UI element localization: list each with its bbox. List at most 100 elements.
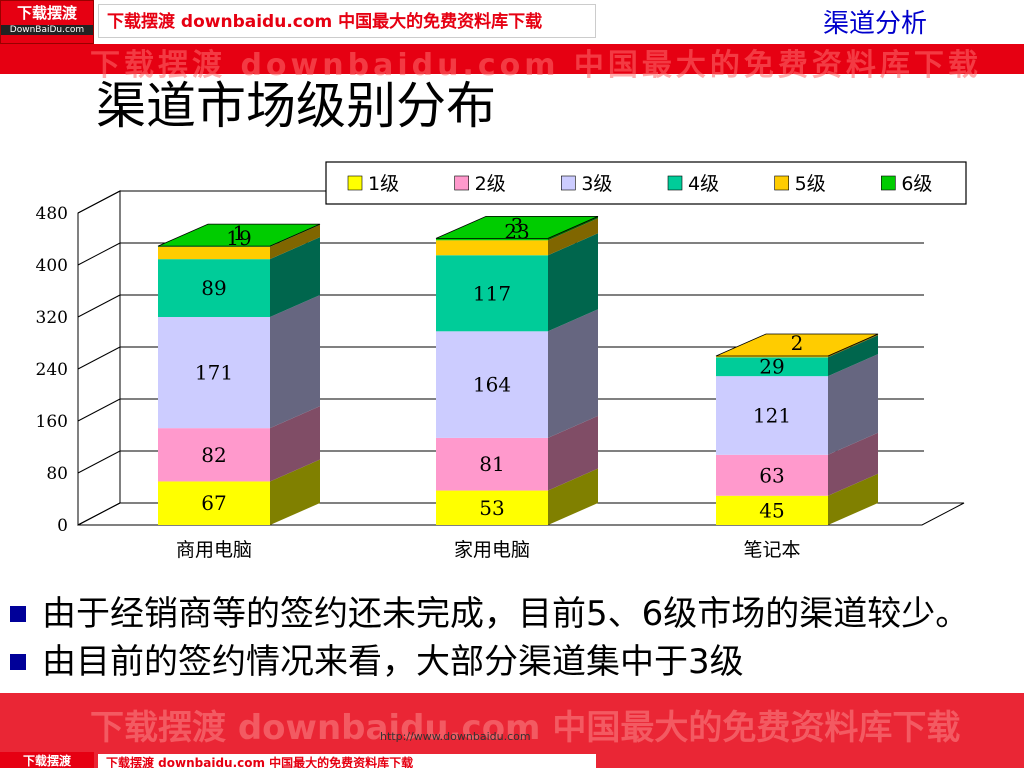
bullet-item: 由于经销商等的签约还未完成，目前5、6级市场的渠道较少。 bbox=[10, 590, 1010, 638]
site-logo[interactable]: 下载摆渡 DownBaiDu.com bbox=[0, 0, 94, 44]
data-label: 117 bbox=[473, 281, 511, 305]
bar-segment-front bbox=[158, 246, 270, 260]
bar-segment-side bbox=[548, 309, 598, 438]
bar-segment-front bbox=[158, 259, 270, 317]
bar-segment-front bbox=[436, 331, 548, 438]
y-tick-label: 320 bbox=[36, 308, 68, 328]
bar-segment-front bbox=[436, 437, 548, 491]
data-label: 45 bbox=[759, 498, 784, 522]
bar-segment-side bbox=[548, 218, 598, 256]
legend-label: 4级 bbox=[688, 173, 719, 195]
legend-label: 6级 bbox=[901, 173, 932, 195]
legend-swatch bbox=[881, 175, 896, 191]
header-watermark: 下载摆渡 downbaidu.com 中国最大的免费资料库下载 bbox=[90, 48, 982, 83]
footer-watermark: 下载摆渡 downbaidu.com 中国最大的免费资料库下载 bbox=[90, 708, 961, 748]
y-tick-label: 400 bbox=[36, 256, 68, 276]
footer-url[interactable]: http://www.downbaidu.com bbox=[380, 730, 531, 743]
section-label: 渠道分析 bbox=[790, 4, 960, 44]
data-label: 1 bbox=[233, 221, 246, 245]
bar-segment-side bbox=[548, 468, 598, 525]
gridline-diagonal bbox=[77, 190, 121, 214]
bar-segment-front bbox=[436, 490, 548, 525]
data-label: 67 bbox=[201, 491, 226, 515]
bar-segment-side bbox=[270, 459, 320, 525]
x-category-label: 家用电脑 bbox=[454, 539, 530, 561]
legend-swatch bbox=[667, 175, 683, 191]
gridline-diagonal bbox=[77, 450, 121, 474]
data-label: 164 bbox=[473, 373, 511, 397]
bar-segment-side bbox=[548, 216, 598, 241]
bar-segment-side bbox=[828, 432, 878, 496]
gridline-diagonal bbox=[77, 242, 121, 266]
data-label: 82 bbox=[201, 443, 226, 467]
header-banner[interactable]: 下载摆渡 downbaidu.com 中国最大的免费资料库下载 bbox=[98, 4, 596, 38]
footer-banner[interactable]: 下载摆渡 downbaidu.com 中国最大的免费资料库下载 bbox=[98, 754, 596, 768]
bar-segment-front bbox=[436, 255, 548, 332]
data-label: 23 bbox=[504, 219, 529, 243]
legend-label: 2级 bbox=[475, 173, 506, 195]
logo-sub-text: DownBaiDu.com bbox=[1, 25, 93, 35]
bar-segment-front bbox=[716, 454, 828, 496]
logo-main-text: 下载摆渡 bbox=[16, 4, 77, 22]
bar-segment-front bbox=[158, 481, 270, 525]
bar-top bbox=[435, 215, 599, 239]
x-category-label: 商用电脑 bbox=[176, 539, 252, 561]
bar-segment-side bbox=[548, 233, 598, 332]
bullet-list: 由于经销商等的签约还未完成，目前5、6级市场的渠道较少。 由目前的签约情况来看，… bbox=[10, 590, 1010, 686]
bar-segment-side bbox=[270, 237, 320, 317]
data-label: 63 bbox=[759, 463, 784, 487]
bar-segment-front bbox=[716, 356, 828, 358]
y-tick-label: 240 bbox=[36, 360, 68, 380]
bullet-square-icon bbox=[10, 654, 26, 670]
legend-label: 5级 bbox=[795, 173, 826, 195]
bar-segment-side bbox=[270, 295, 320, 429]
data-label: 89 bbox=[201, 276, 226, 300]
bar-segment-side bbox=[828, 335, 878, 377]
bar-segment-front bbox=[158, 317, 270, 429]
bar-segment-front bbox=[716, 357, 828, 377]
data-label: 171 bbox=[195, 361, 233, 385]
x-category-label: 笔记本 bbox=[743, 539, 800, 561]
bullet-item: 由目前的签约情况来看，大部分渠道集中于3级 bbox=[10, 638, 1010, 686]
bullet-text: 由于经销商等的签约还未完成，目前5、6级市场的渠道较少。 bbox=[42, 594, 970, 634]
legend-label: 1级 bbox=[368, 173, 399, 195]
legend-swatch bbox=[454, 175, 469, 191]
legend-swatch bbox=[561, 175, 576, 191]
legend-label: 3级 bbox=[581, 173, 612, 195]
legend-swatch bbox=[774, 175, 789, 191]
footer-logo[interactable]: 下载摆渡 bbox=[0, 752, 94, 768]
y-tick-label: 480 bbox=[36, 204, 68, 224]
data-label: 121 bbox=[753, 403, 791, 427]
bar-top bbox=[715, 333, 879, 357]
gridline-diagonal bbox=[77, 294, 121, 318]
bar-segment-front bbox=[716, 376, 828, 455]
bar-segment-side bbox=[828, 473, 878, 525]
data-label: 3 bbox=[511, 213, 524, 237]
data-label: 19 bbox=[226, 226, 251, 250]
bar-segment-side bbox=[270, 406, 320, 482]
bar-top bbox=[157, 223, 321, 247]
y-tick-label: 160 bbox=[36, 412, 68, 432]
stacked-bar-chart: 0 80 160 240 320 400 480 67 82 171 89 191 商用电脑 53 81 16… bbox=[36, 161, 967, 561]
data-label: 29 bbox=[759, 355, 784, 379]
bar-segment-front bbox=[436, 240, 548, 256]
y-tick-label: 0 bbox=[57, 516, 68, 536]
gridline-diagonal bbox=[77, 502, 121, 526]
gridline-diagonal bbox=[77, 346, 121, 370]
bar-segment-front bbox=[716, 495, 828, 525]
bullet-square-icon bbox=[10, 606, 26, 622]
data-label: 53 bbox=[479, 496, 504, 520]
bar-segment-front bbox=[158, 428, 270, 482]
bar-segment-side bbox=[270, 224, 320, 260]
bar-segment-front bbox=[436, 238, 548, 241]
page-title: 渠道市场级别分布 bbox=[96, 77, 496, 135]
data-label: 2 bbox=[791, 331, 804, 355]
header-red-strip bbox=[0, 44, 1024, 74]
bullet-text: 由目前的签约情况来看，大部分渠道集中于3级 bbox=[42, 642, 744, 682]
bar-segment-side bbox=[828, 354, 878, 455]
y-tick-label: 80 bbox=[46, 464, 68, 484]
legend bbox=[325, 161, 967, 205]
data-label: 81 bbox=[479, 452, 504, 476]
legend-swatch bbox=[347, 175, 363, 191]
gridline-diagonal bbox=[77, 398, 121, 422]
